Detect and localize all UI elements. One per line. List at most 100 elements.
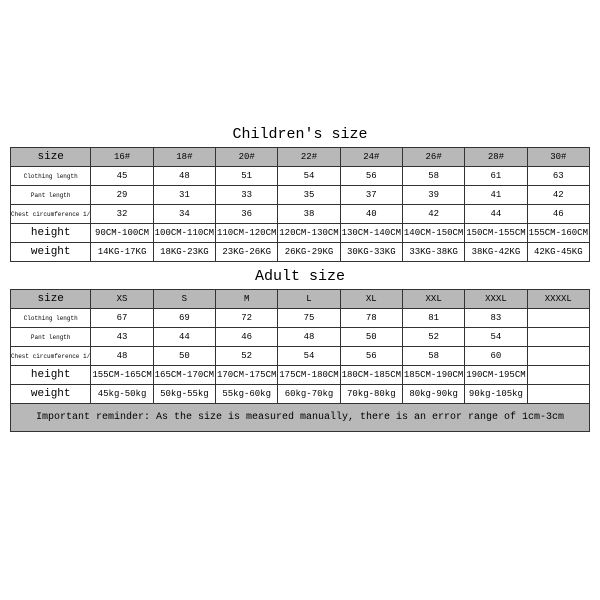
table-cell: 28# [465,148,527,167]
adult-title: Adult size [0,262,600,289]
children-title: Children's size [0,120,600,147]
table-cell: 52 [216,347,278,366]
table-cell: M [216,290,278,309]
table-cell: 34 [153,205,215,224]
table-cell: 70kg-80kg [340,385,402,404]
table-cell: 33 [216,186,278,205]
table-row: Chest circumference 1/248505254565860 [11,347,590,366]
table-cell: 54 [465,328,527,347]
table-cell: 41 [465,186,527,205]
reminder-note: Important reminder: As the size is measu… [10,404,590,432]
row-label: Clothing length [11,167,91,186]
row-label: height [11,366,91,385]
table-cell: 36 [216,205,278,224]
table-cell: 60 [465,347,527,366]
table-cell: 31 [153,186,215,205]
table-row: height90CM-100CM100CM-110CM110CM-120CM12… [11,224,590,243]
table-cell: 61 [465,167,527,186]
table-cell: 16# [91,148,153,167]
row-label: size [11,148,91,167]
table-cell: 46 [216,328,278,347]
table-cell: 81 [402,309,464,328]
table-cell: 33KG-38KG [402,243,464,262]
table-cell: 90CM-100CM [91,224,153,243]
table-cell: 40 [340,205,402,224]
table-cell [527,309,589,328]
table-cell: 42KG-45KG [527,243,589,262]
table-cell [527,366,589,385]
table-cell: 190CM-195CM [465,366,527,385]
table-cell: 180CM-185CM [340,366,402,385]
table-cell: 155CM-165CM [91,366,153,385]
table-row: weight45kg-50kg50kg-55kg55kg-60kg60kg-70… [11,385,590,404]
table-cell: 26# [402,148,464,167]
table-cell: 18# [153,148,215,167]
table-cell: 54 [278,167,340,186]
table-cell: 14KG-17KG [91,243,153,262]
table-cell: 100CM-110CM [153,224,215,243]
table-cell: 42 [527,186,589,205]
table-cell: 39 [402,186,464,205]
table-cell: 78 [340,309,402,328]
table-cell: 46 [527,205,589,224]
table-cell: 35 [278,186,340,205]
row-label: Chest circumference 1/2 [11,205,91,224]
table-cell [527,328,589,347]
row-label: Clothing length [11,309,91,328]
table-cell: 24# [340,148,402,167]
table-cell: 58 [402,347,464,366]
row-label: weight [11,243,91,262]
table-cell: 48 [278,328,340,347]
table-cell: 32 [91,205,153,224]
table-cell: XXXL [465,290,527,309]
table-cell: 56 [340,167,402,186]
table-cell: 48 [91,347,153,366]
table-cell: 75 [278,309,340,328]
table-cell: 43 [91,328,153,347]
row-label: Chest circumference 1/2 [11,347,91,366]
table-cell: 38KG-42KG [465,243,527,262]
table-cell: 56 [340,347,402,366]
table-cell: 45kg-50kg [91,385,153,404]
table-cell: 44 [465,205,527,224]
row-label: size [11,290,91,309]
table-row: height155CM-165CM165CM-170CM170CM-175CM1… [11,366,590,385]
table-row: weight14KG-17KG18KG-23KG23KG-26KG26KG-29… [11,243,590,262]
table-cell: 54 [278,347,340,366]
table-cell: 72 [216,309,278,328]
table-row: sizeXSSMLXLXXLXXXLXXXXL [11,290,590,309]
table-cell: 29 [91,186,153,205]
table-cell: 44 [153,328,215,347]
children-size-table: size16#18#20#22#24#26#28#30#Clothing len… [10,147,590,262]
table-row: Pant length2931333537394142 [11,186,590,205]
table-cell: 155CM-160CM [527,224,589,243]
table-cell: 20# [216,148,278,167]
row-label: Pant length [11,186,91,205]
table-cell: 60kg-70kg [278,385,340,404]
table-cell: 83 [465,309,527,328]
table-cell: 140CM-150CM [402,224,464,243]
table-cell: 26KG-29KG [278,243,340,262]
table-cell: XL [340,290,402,309]
table-row: size16#18#20#22#24#26#28#30# [11,148,590,167]
table-cell: 110CM-120CM [216,224,278,243]
table-cell: XS [91,290,153,309]
table-cell: 18KG-23KG [153,243,215,262]
table-cell: 185CM-190CM [402,366,464,385]
table-cell: 50 [153,347,215,366]
table-cell: 50kg-55kg [153,385,215,404]
table-cell: 52 [402,328,464,347]
table-cell: 63 [527,167,589,186]
row-label: height [11,224,91,243]
row-label: Pant length [11,328,91,347]
table-row: Chest circumference 1/23234363840424446 [11,205,590,224]
table-cell: 69 [153,309,215,328]
table-cell: 67 [91,309,153,328]
table-cell: 51 [216,167,278,186]
table-cell: 58 [402,167,464,186]
table-cell: 37 [340,186,402,205]
table-cell: 80kg-90kg [402,385,464,404]
table-cell: S [153,290,215,309]
table-cell: 30KG-33KG [340,243,402,262]
table-cell: 55kg-60kg [216,385,278,404]
